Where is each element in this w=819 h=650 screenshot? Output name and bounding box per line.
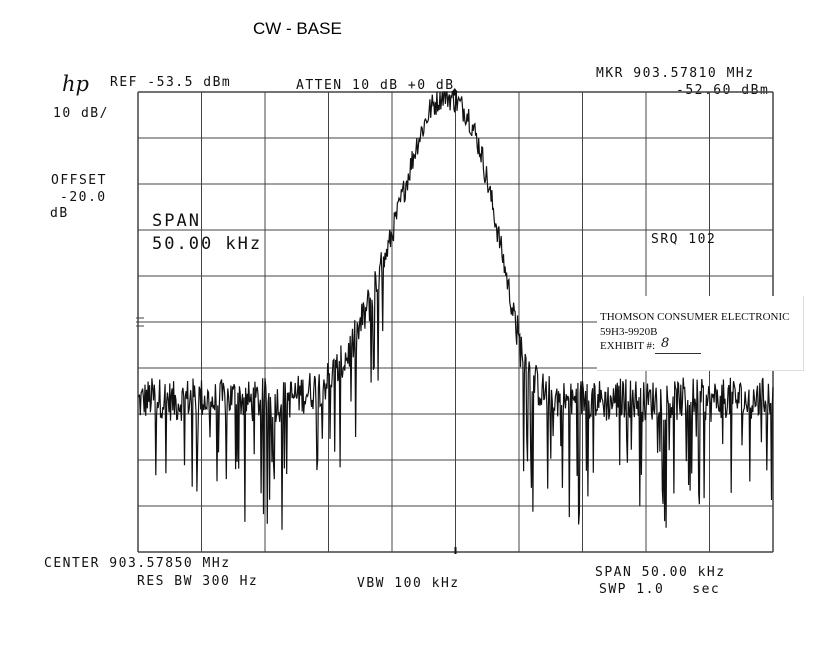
exhibit-fcc-id: 59H3-9920B <box>600 326 658 338</box>
ref-level-readout: REF -53.5 dBm <box>110 75 232 90</box>
srq-readout: SRQ 102 <box>651 232 717 247</box>
spectrum-trace <box>137 90 774 530</box>
marker-diamond <box>451 88 458 96</box>
center-frequency-readout: CENTER 903.57850 MHz <box>44 556 231 571</box>
scale-readout: 10 dB/ <box>53 106 109 121</box>
marker-frequency-readout: MKR 903.57810 MHz <box>596 66 755 81</box>
offset-label: OFFSET <box>51 173 107 188</box>
span-readout: SPAN 50.00 kHz <box>595 565 726 580</box>
video-bandwidth-readout: VBW 100 kHz <box>357 576 460 591</box>
span-overlay-value: 50.00 kHz <box>152 234 263 254</box>
sweep-time-readout: SWP 1.0 sec <box>599 582 721 597</box>
hp-logo-icon: hp <box>62 72 89 96</box>
page-title: CW - BASE <box>253 19 342 38</box>
attenuation-readout: ATTEN 10 dB +0 dB <box>296 78 455 93</box>
exhibit-number-label: EXHIBIT #: <box>600 340 656 352</box>
offset-unit: dB <box>50 206 69 221</box>
exhibit-handwritten-number: 8 <box>661 336 670 351</box>
marker-level-readout: -52.60 dBm <box>676 83 770 98</box>
graticule-grid <box>137 91 774 553</box>
exhibit-underline <box>655 353 701 354</box>
graticule-edge-ticks <box>136 317 144 327</box>
exhibit-label-card: THOMSON CONSUMER ELECTRONIC 59H3-9920B E… <box>597 296 804 371</box>
offset-value: -20.0 <box>60 190 107 205</box>
exhibit-company: THOMSON CONSUMER ELECTRONIC <box>600 311 790 323</box>
marker-diamond-icon <box>451 88 458 554</box>
resolution-bandwidth-readout: RES BW 300 Hz <box>137 574 259 589</box>
span-overlay-label: SPAN <box>152 211 201 231</box>
